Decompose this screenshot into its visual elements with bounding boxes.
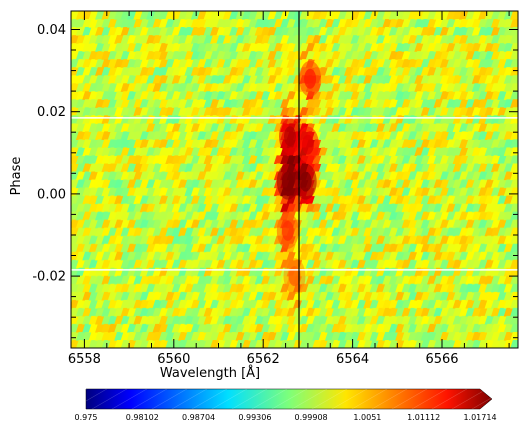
y-axis-ticks: 0.04 0.02 0.00 -0.02 bbox=[32, 23, 518, 339]
y-tick-label: -0.02 bbox=[32, 270, 66, 285]
y-tick-label: 0.04 bbox=[37, 23, 66, 38]
heatmap-cell bbox=[510, 315, 518, 325]
heatmap-cell bbox=[510, 99, 518, 108]
heatmap-cell bbox=[510, 251, 518, 261]
heatmap-cell bbox=[510, 275, 518, 285]
colorbar-tick-label: 0.99908 bbox=[295, 413, 328, 422]
heatmap-cell bbox=[510, 259, 518, 269]
heatmap-cell bbox=[510, 147, 518, 157]
heatmap-cell bbox=[510, 243, 518, 253]
emission-feature-core bbox=[284, 126, 296, 147]
heatmap-cell bbox=[510, 123, 518, 132]
emission-feature-core bbox=[304, 68, 317, 89]
heatmap-cell bbox=[510, 59, 518, 68]
heatmap-cell bbox=[510, 67, 518, 76]
heatmap-cell bbox=[510, 83, 518, 92]
heatmap-cell bbox=[510, 19, 518, 28]
heatmap-cell bbox=[510, 51, 518, 60]
plot-frame bbox=[70, 10, 519, 349]
x-tick-label: 6560 bbox=[157, 352, 190, 367]
y-axis-label: Phase bbox=[9, 157, 24, 196]
heatmap-cell bbox=[510, 139, 518, 149]
colorbar-tick-label: 0.975 bbox=[75, 413, 98, 422]
x-axis-ticks: 6558 6560 6562 6564 6566 bbox=[68, 11, 510, 367]
heatmap-cell bbox=[510, 195, 518, 205]
colorbar: 0.975 0.98102 0.98704 0.99306 0.99908 1.0051 1… bbox=[75, 388, 497, 422]
heatmap-cells bbox=[71, 11, 518, 348]
colorbar-tick-label: 0.99306 bbox=[238, 413, 271, 422]
x-tick-label: 6562 bbox=[247, 352, 280, 367]
emission-feature-core bbox=[288, 266, 301, 287]
x-axis-label: Wavelength [Å] bbox=[160, 365, 260, 381]
heatmap-cell bbox=[510, 299, 518, 309]
heatmap-cell bbox=[510, 131, 518, 140]
heatmap-cell bbox=[510, 211, 518, 221]
heatmap-plot: 6558 6560 6562 6564 6566 0.04 0.02 0.00 -0.02 bbox=[32, 10, 519, 367]
colorbar-tick-label: 0.98102 bbox=[126, 413, 159, 422]
heatmap-cell bbox=[510, 163, 518, 173]
heatmap-cell bbox=[510, 227, 518, 237]
heatmap-cell bbox=[510, 155, 518, 165]
colorbar-tick-labels: 0.975 0.98102 0.98704 0.99306 0.99908 1.0051 1… bbox=[75, 413, 497, 422]
colorbar-tick-label: 1.01714 bbox=[463, 413, 496, 422]
phase-marker-lines bbox=[71, 117, 518, 271]
heatmap-cell bbox=[510, 283, 518, 293]
x-tick-label: 6564 bbox=[336, 352, 369, 367]
heatmap-cell bbox=[510, 323, 518, 333]
colorbar-tick-label: 0.98704 bbox=[182, 413, 215, 422]
y-tick-label: 0.00 bbox=[37, 187, 66, 202]
x-tick-label: 6558 bbox=[68, 352, 101, 367]
heatmap-cell bbox=[510, 75, 518, 84]
heatmap-cell bbox=[510, 35, 518, 44]
x-tick-label: 6566 bbox=[425, 352, 458, 367]
emission-feature-core bbox=[301, 134, 314, 155]
heatmap-cell bbox=[510, 339, 518, 348]
heatmap-cell bbox=[510, 179, 518, 189]
heatmap-cell bbox=[510, 307, 518, 317]
heatmap-cell bbox=[510, 203, 518, 213]
emission-feature-core bbox=[281, 220, 294, 241]
heatmap-cell bbox=[510, 11, 518, 20]
heatmap-cell bbox=[510, 219, 518, 229]
colorbar-hatch bbox=[86, 389, 492, 409]
colorbar-tick-label: 1.0051 bbox=[353, 413, 381, 422]
heatmap-cell bbox=[510, 235, 518, 245]
y-tick-label: 0.02 bbox=[37, 105, 66, 120]
heatmap-cell bbox=[510, 331, 518, 341]
emission-feature-core bbox=[299, 171, 312, 192]
emission-feature-core bbox=[281, 171, 294, 192]
colorbar-tick-label: 1.01112 bbox=[407, 413, 440, 422]
heatmap-cell bbox=[510, 91, 518, 100]
